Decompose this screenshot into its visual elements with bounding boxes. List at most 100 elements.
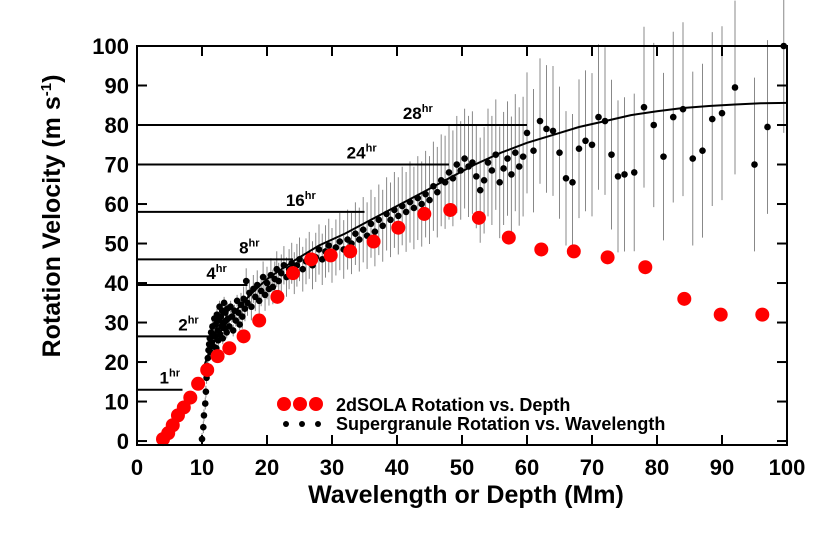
supergranule-point [236,321,243,328]
supergranule-point [336,238,344,245]
supergranule-point [504,155,511,162]
supergranule-point [569,178,576,186]
supergranule-point [543,125,550,133]
x-tick-label: 10 [190,455,214,480]
x-tick-label: 80 [645,455,669,480]
x-tick-label: 40 [385,455,409,480]
period-label: 24hr [347,143,378,163]
supergranule-point [426,196,433,204]
supergranule-point [640,103,648,111]
legend-supergranule-dot [315,421,321,427]
sola-point [501,230,516,245]
supergranule-point [660,153,667,160]
y-tick-label: 100 [92,34,129,59]
supergranule-point [375,216,383,224]
period-value: 24 [347,144,366,163]
supergranule-point [239,313,246,320]
sola-point [222,341,237,356]
y-tick-label: 80 [105,113,129,138]
supergranule-point [352,230,359,237]
supergranule-point [325,242,333,249]
legend-sola-dot [277,397,291,411]
legend-supergranule-label: Supergranule Rotation vs. Wavelength [336,414,665,434]
period-unit: hr [305,190,317,202]
supergranule-point [441,178,449,186]
sola-point [236,329,251,344]
sola-points [156,202,770,447]
sola-point [366,234,381,249]
legend-sola-label: 2dSOLA Rotation vs. Depth [336,395,570,415]
fit-curve [201,101,788,373]
error-bars [201,0,785,445]
y-axis-title-sup: -1 [38,83,55,96]
supergranule-point [549,127,557,135]
supergranule-point [241,305,249,313]
x-tick-label: 100 [769,455,806,480]
supergranule-point [484,159,492,166]
legend-sola-dot [309,397,323,411]
y-tick-label: 70 [105,153,129,178]
x-tick-label: 20 [255,455,279,480]
supergranule-point [200,423,207,431]
supergranule-point [562,175,570,182]
sola-point [191,376,206,391]
sola-point [755,307,770,322]
supergranule-point [263,279,271,287]
supergranule-point [204,354,212,362]
period-label: 8hr [239,237,260,257]
x-axis-title: Wavelength or Depth (Mm) [308,481,624,509]
supergranule-point [418,200,426,208]
period-label: 1hr [160,368,181,388]
period-unit: hr [169,368,181,380]
supergranule-point [379,222,387,230]
supergranule-point [530,147,537,154]
sola-point [417,206,432,221]
supergranule-point [422,190,429,198]
supergranule-point [764,123,771,131]
supergranule-point [476,186,484,194]
supergranule-point [332,244,340,251]
supergranule-point [414,194,422,202]
supergranule-point [387,216,394,224]
period-value: 28 [403,104,422,123]
sola-point [210,349,225,364]
supergranule-point [219,335,227,342]
x-tick-label: 0 [131,455,143,480]
supergranule-point [751,161,758,168]
supergranule-points [198,42,788,443]
period-value: 2 [178,315,187,334]
sola-point [343,244,358,259]
y-tick-label: 90 [105,74,129,99]
legend-supergranule-marker [283,421,321,427]
y-tick-label: 0 [117,429,129,454]
supergranule-point [508,171,515,178]
supergranule-point [582,137,589,145]
supergranule-point [679,105,687,113]
supergranule-point [253,281,261,289]
supergranule-point [650,121,658,129]
supergranule-point [248,303,255,311]
supergranule-point [410,204,418,212]
supergranule-point [480,177,488,184]
supergranule-point [278,269,285,277]
supergranule-point [500,165,507,172]
supergranule-point [223,329,230,336]
period-label: 4hr [206,263,227,283]
supergranule-point [217,313,225,320]
y-axis-title: Rotation Velocity (m s-1) [38,75,66,358]
y-tick-label: 60 [105,192,129,217]
supergranule-point [229,327,237,334]
supergranule-point [242,277,250,285]
sola-point [176,400,191,415]
sola-point [443,202,458,217]
supergranule-point [608,151,615,158]
supergranule-point [575,145,583,153]
supergranule-point [430,182,437,190]
supergranule-point [383,210,390,218]
period-unit: hr [188,314,200,326]
supergranule-point [556,149,563,156]
x-tick-label: 70 [580,455,604,480]
supergranule-point [275,277,283,285]
period-unit: hr [216,263,228,275]
